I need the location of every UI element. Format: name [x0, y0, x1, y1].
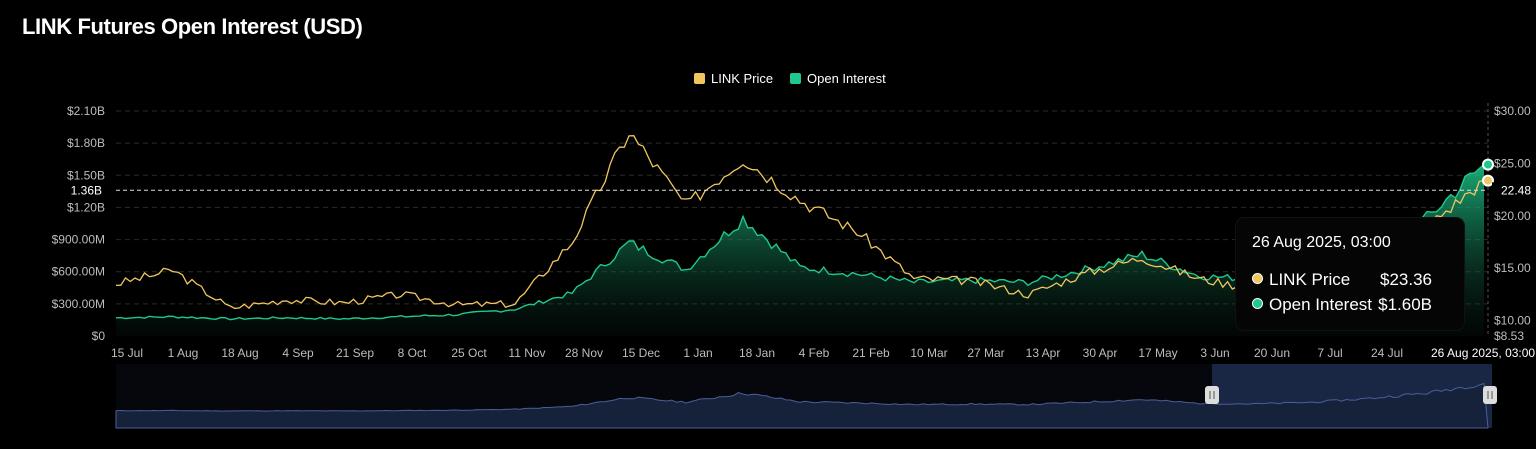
left-tick-label: $2.10B — [67, 104, 105, 118]
x-tick-label: 30 Apr — [1083, 346, 1118, 360]
crosshair-right-label: 22.48 — [1501, 183, 1531, 197]
navigator-handle-icon — [1483, 386, 1497, 404]
x-tick-label: 18 Jan — [739, 346, 775, 360]
left-tick-label: $0 — [92, 329, 106, 343]
right-tick-label: $30.00 — [1494, 104, 1531, 118]
chart-title: LINK Futures Open Interest (USD) — [22, 14, 363, 39]
oi-area — [116, 164, 1484, 336]
x-tick-label: 10 Mar — [910, 346, 947, 360]
crosshair: 1.36B 22.48 26 Aug 2025, 03:00 — [71, 182, 1536, 361]
x-tick-label: 25 Oct — [451, 346, 487, 360]
price-dot-icon — [1252, 273, 1263, 284]
right-tick-label: $15.00 — [1494, 261, 1531, 275]
left-tick-label: $900.00M — [52, 233, 105, 247]
x-tick-label: 1 Jan — [683, 346, 712, 360]
x-tick-label: 11 Nov — [508, 346, 545, 360]
x-axis: 15 Jul 1 Aug 18 Aug 4 Sep 21 Sep 8 Oct 25 Oct 1… — [111, 346, 1403, 360]
tooltip-value: $1.60B — [1378, 295, 1432, 314]
x-tick-label: 8 Oct — [398, 346, 427, 360]
oi-dot-icon — [1252, 298, 1263, 309]
x-tick-label: 17 May — [1138, 346, 1177, 360]
legend-label: LINK Price — [711, 71, 773, 86]
crosshair-x-label: 26 Aug 2025, 03:00 — [1431, 346, 1535, 360]
x-tick-label: 1 Aug — [168, 346, 199, 360]
tooltip-date: 26 Aug 2025, 03:00 — [1252, 234, 1391, 251]
x-tick-label: 18 Aug — [221, 346, 258, 360]
tooltip-label: Open Interest — [1269, 295, 1373, 314]
x-tick-label: 7 Jul — [1317, 346, 1342, 360]
x-tick-label: 4 Sep — [282, 346, 314, 360]
x-tick-label: 24 Jul — [1371, 346, 1403, 360]
x-tick-label: 4 Feb — [799, 346, 830, 360]
right-tick-label: $10.00 — [1494, 314, 1531, 328]
left-axis: $0 $300.00M $600.00M $900.00M $1.20B $1.50B $1… — [52, 104, 106, 343]
x-tick-label: 28 Nov — [565, 346, 603, 360]
right-axis: $8.53$10.00 $15.00 $20.00 $25.00 $30.00 — [1487, 103, 1531, 343]
oi-marker — [1482, 158, 1494, 171]
x-tick-label: 20 Jun — [1254, 346, 1290, 360]
x-tick-label: 15 Jul — [111, 346, 143, 360]
x-tick-label: 3 Jun — [1200, 346, 1229, 360]
left-tick-label: $300.00M — [52, 297, 105, 311]
crosshair-left-label: 1.36B — [71, 183, 102, 197]
navigator-handle-icon — [1205, 386, 1219, 404]
legend-swatch — [694, 73, 705, 84]
left-tick-label: $600.00M — [52, 265, 105, 279]
tooltip-row-price: LINK Price $23.36 — [1252, 270, 1448, 290]
crosshair-x-bg — [1424, 343, 1536, 361]
tooltip-row-oi: Open Interest $1.60B — [1252, 295, 1448, 315]
tooltip-label: LINK Price — [1269, 270, 1351, 289]
price-marker — [1482, 174, 1494, 187]
x-tick-label: 27 Mar — [967, 346, 1004, 360]
navigator-series — [115, 382, 1489, 429]
right-tick-label: $25.00 — [1494, 156, 1531, 170]
legend: LINK Price Open Interest — [694, 71, 886, 86]
left-tick-label: $1.50B — [67, 168, 105, 182]
x-tick-label: 15 Dec — [622, 346, 660, 360]
tooltip-value: $23.36 — [1380, 270, 1432, 289]
x-tick-label: 21 Sep — [336, 346, 374, 360]
left-tick-label: $1.80B — [67, 136, 105, 150]
legend-swatch — [790, 73, 801, 84]
navigator — [115, 364, 1497, 429]
right-tick-label: $8.53 — [1494, 329, 1524, 343]
x-tick-label: 21 Feb — [852, 346, 890, 360]
x-tick-label: 13 Apr — [1026, 346, 1061, 360]
crosshair-right-bg — [1492, 182, 1536, 199]
left-tick-label: $1.20B — [67, 200, 105, 214]
tooltip: 26 Aug 2025, 03:00 LINK Price $23.36 Ope… — [1236, 218, 1464, 330]
legend-label: Open Interest — [807, 71, 886, 86]
right-tick-label: $20.00 — [1494, 209, 1531, 223]
